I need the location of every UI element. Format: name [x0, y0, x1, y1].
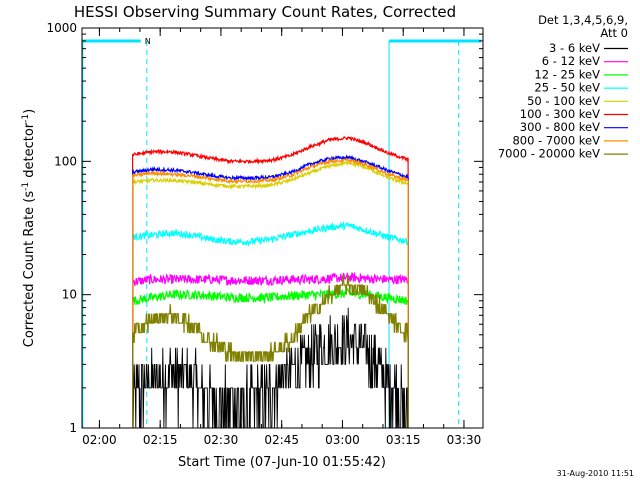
series-line-6	[132, 136, 409, 428]
series-line-7	[132, 154, 409, 428]
series-line-4	[132, 221, 409, 428]
legend-label-5: 50 - 100 keV	[527, 94, 600, 108]
chart-title: HESSI Observing Summary Count Rates, Cor…	[74, 3, 456, 21]
y-tick-label: 10	[62, 288, 77, 302]
x-tick-label: 03:30	[447, 433, 482, 447]
y-tick-label: 100	[54, 154, 77, 168]
series-line-3	[132, 287, 409, 428]
x-tick-label: 02:45	[264, 433, 299, 447]
plot-frame	[81, 27, 484, 429]
attenuator-state-label: N	[145, 37, 151, 46]
x-tick-label: 02:15	[143, 433, 178, 447]
series-line-9	[132, 275, 409, 428]
legend-label-3: 12 - 25 keV	[534, 67, 600, 81]
y-axis: 1 10 100 1000	[46, 21, 483, 435]
x-axis: 02:00 02:15 02:30 02:45 03:00 03:15 03:30	[82, 28, 481, 447]
legend-label-8: 800 - 7000 keV	[512, 133, 600, 147]
plot-area: N	[82, 37, 481, 429]
x-tick-label: 02:30	[204, 433, 239, 447]
x-tick-label: 02:00	[82, 433, 117, 447]
x-tick-label: 03:00	[325, 433, 360, 447]
legend-label-7: 300 - 800 keV	[520, 120, 600, 134]
y-tick-label: 1000	[46, 21, 77, 35]
legend-label-2: 6 - 12 keV	[542, 54, 600, 68]
series-line-2	[132, 271, 409, 428]
y-axis-label: Corrected Count Rate (s-1 detector-1)	[21, 109, 37, 347]
timestamp: 31-Aug-2010 11:51	[557, 469, 634, 478]
x-axis-label: Start Time (07-Jun-10 01:55:42)	[178, 455, 386, 470]
series-line-8	[132, 157, 409, 428]
series-line-5	[132, 160, 409, 428]
series-line-1	[132, 307, 409, 429]
legend-label-6: 100 - 300 keV	[520, 107, 600, 121]
legend-header-line1: Det 1,3,4,5,6,9,	[538, 13, 628, 27]
legend-label-1: 3 - 6 keV	[549, 41, 600, 55]
legend-header-line2: Att 0	[600, 26, 628, 40]
x-tick-label: 03:15	[386, 433, 421, 447]
legend-label-9: 7000 - 20000 keV	[498, 147, 600, 161]
legend-label-4: 25 - 50 keV	[534, 81, 600, 95]
y-tick-label: 1	[69, 421, 77, 435]
